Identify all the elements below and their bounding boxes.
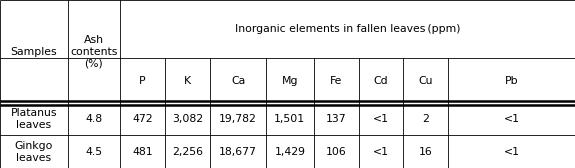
Text: K: K xyxy=(184,76,191,86)
Text: <1: <1 xyxy=(373,114,389,124)
Text: Ca: Ca xyxy=(231,76,245,86)
Text: Fe: Fe xyxy=(330,76,343,86)
Text: Mg: Mg xyxy=(282,76,298,86)
Text: Ash
contents
(%): Ash contents (%) xyxy=(70,35,117,69)
Text: 3,082: 3,082 xyxy=(172,114,204,124)
Text: Cd: Cd xyxy=(373,76,388,86)
Text: 137: 137 xyxy=(326,114,347,124)
Text: 4.8: 4.8 xyxy=(85,114,102,124)
Text: <1: <1 xyxy=(504,147,519,157)
Text: P: P xyxy=(139,76,145,86)
Text: Platanus
leaves: Platanus leaves xyxy=(11,108,57,130)
Text: <1: <1 xyxy=(373,147,389,157)
Text: 1,501: 1,501 xyxy=(274,114,305,124)
Text: 2: 2 xyxy=(422,114,428,124)
Text: 18,677: 18,677 xyxy=(219,147,257,157)
Text: 1,429: 1,429 xyxy=(274,147,305,157)
Text: Cu: Cu xyxy=(418,76,432,86)
Text: Pb: Pb xyxy=(505,76,518,86)
Text: 472: 472 xyxy=(132,114,152,124)
Text: Ginkgo
leaves: Ginkgo leaves xyxy=(15,141,53,163)
Text: 4.5: 4.5 xyxy=(85,147,102,157)
Text: <1: <1 xyxy=(504,114,519,124)
Text: 16: 16 xyxy=(419,147,432,157)
Text: 481: 481 xyxy=(132,147,152,157)
Text: 2,256: 2,256 xyxy=(172,147,203,157)
Text: Inorganic elements in fallen leaves (ppm): Inorganic elements in fallen leaves (ppm… xyxy=(235,24,460,34)
Text: 106: 106 xyxy=(326,147,347,157)
Text: 19,782: 19,782 xyxy=(219,114,257,124)
Text: Samples: Samples xyxy=(10,47,58,57)
